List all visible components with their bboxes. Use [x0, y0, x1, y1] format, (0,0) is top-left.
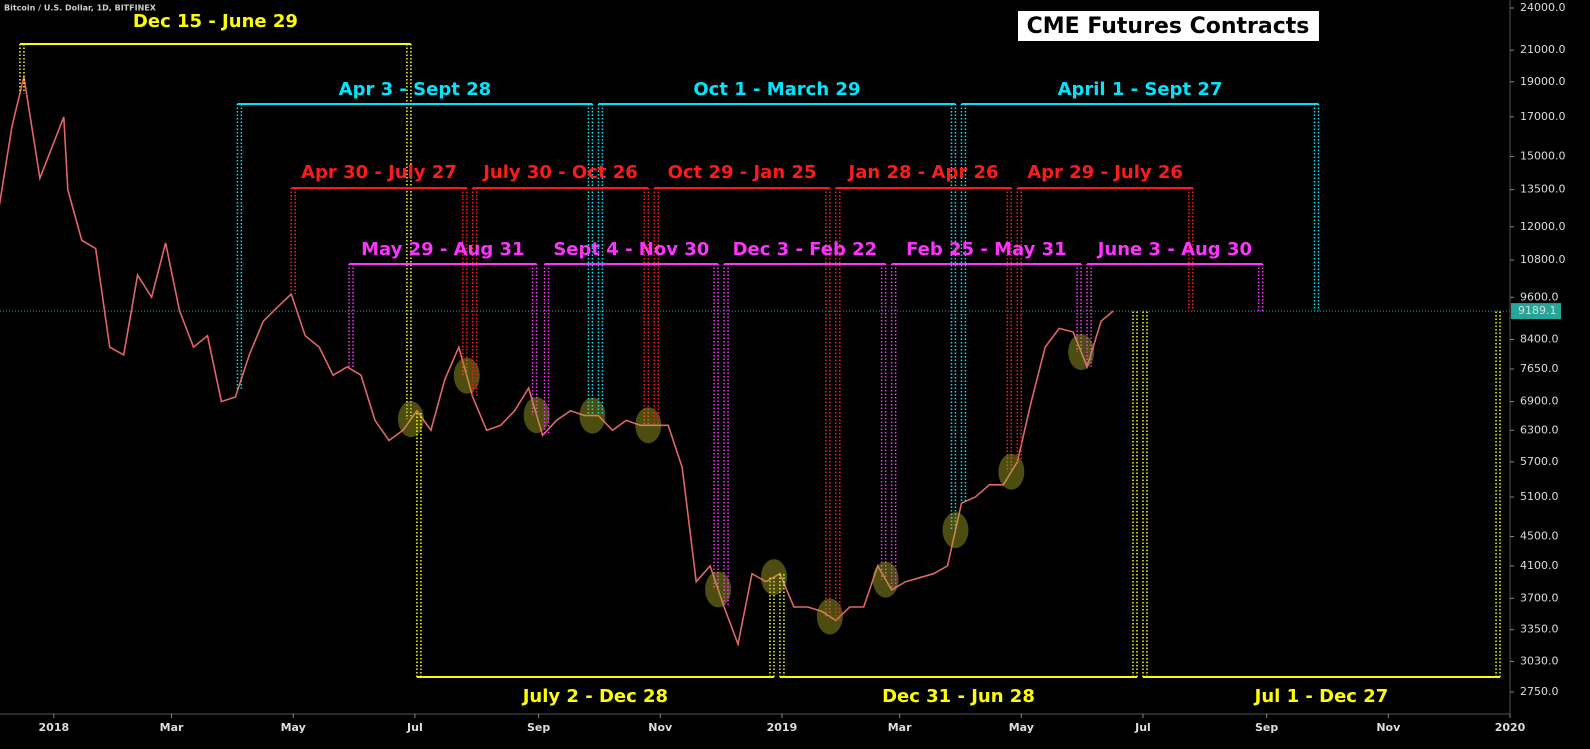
annotation-label: May 29 - Aug 31 [361, 239, 525, 260]
annotation-label: Dec 31 - Jun 28 [882, 686, 1035, 707]
expiry-highlight [816, 598, 843, 635]
x-tick-label: Mar [888, 721, 912, 734]
annotation-label: July 30 - Oct 26 [481, 162, 638, 183]
y-tick-label: 15000.0 [1520, 149, 1566, 162]
x-tick-label: 2019 [767, 721, 798, 734]
annotation-label: Apr 30 - July 27 [301, 162, 457, 183]
annotation-label: April 1 - Sept 27 [1058, 79, 1223, 100]
price-line [0, 76, 1114, 648]
x-tick-label: Jul [1134, 721, 1151, 734]
expiry-highlight [998, 453, 1025, 490]
x-tick-label: Nov [1376, 721, 1401, 734]
y-tick-label: 21000.0 [1520, 43, 1566, 56]
x-tick-label: 2018 [39, 721, 70, 734]
expiry-highlight [1068, 333, 1095, 370]
time-axis-panel [0, 714, 1590, 749]
last-price-label: 9189.1 [1518, 304, 1557, 317]
annotation-label: Jul 1 - Dec 27 [1253, 686, 1389, 707]
annotation-label: Apr 3 - Sept 28 [339, 79, 491, 100]
y-tick-label: 7650.0 [1520, 362, 1559, 375]
x-tick-label: Mar [160, 721, 184, 734]
expiry-highlight [523, 397, 550, 434]
annotation-label: Feb 25 - May 31 [906, 239, 1067, 260]
y-tick-label: 8400.0 [1520, 332, 1559, 345]
symbol-label: Bitcoin / U.S. Dollar, 1D, BITFINEX [4, 4, 157, 13]
annotation-label: Dec 15 - June 29 [133, 11, 298, 32]
y-tick-label: 9600.0 [1520, 290, 1559, 303]
expiry-highlight [579, 397, 606, 434]
chart-title: CME Futures Contracts [1027, 14, 1310, 39]
x-tick-label: 2020 [1495, 721, 1526, 734]
plot-area [0, 76, 1510, 648]
y-tick-label: 3030.0 [1520, 654, 1559, 667]
y-tick-label: 3700.0 [1520, 591, 1559, 604]
x-tick-label: May [281, 721, 306, 734]
last-price-tag [1511, 303, 1561, 320]
annotation-label: Dec 3 - Feb 22 [733, 239, 878, 260]
annotation-label: July 2 - Dec 28 [521, 686, 668, 707]
y-tick-label: 13500.0 [1520, 183, 1566, 196]
annotation-label: Oct 29 - Jan 25 [668, 162, 817, 183]
y-tick-label: 6300.0 [1520, 423, 1559, 436]
y-tick-label: 6900.0 [1520, 395, 1559, 408]
title-box [1018, 11, 1319, 41]
expiry-highlight [397, 401, 424, 438]
y-tick-label: 24000.0 [1520, 1, 1566, 14]
expiry-highlight [942, 512, 969, 549]
x-tick-label: Nov [648, 721, 673, 734]
price-axis-panel [1510, 0, 1590, 749]
expiry-highlight [872, 561, 899, 598]
annotation-label: Oct 1 - March 29 [693, 79, 860, 100]
y-tick-label: 12000.0 [1520, 220, 1566, 233]
y-tick-label: 4500.0 [1520, 530, 1559, 543]
y-tick-label: 17000.0 [1520, 110, 1566, 123]
annotation-label: Apr 29 - July 26 [1027, 162, 1183, 183]
expiry-highlight [705, 571, 732, 608]
y-tick-label: 10800.0 [1520, 253, 1566, 266]
annotation-label: Jan 28 - Apr 26 [847, 162, 999, 183]
expiry-highlight [760, 559, 787, 596]
y-tick-label: 5700.0 [1520, 455, 1559, 468]
x-tick-label: Jul [406, 721, 423, 734]
annotations: Dec 15 - June 29 July 2 - Dec 28 Dec 31 - … [19, 11, 1501, 707]
x-tick-label: Sep [527, 721, 550, 734]
axes: 24000.0 21000.0 19000.0 17000.0 15000.0 13500… [39, 1, 1566, 734]
x-tick-label: May [1009, 721, 1034, 734]
y-tick-label: 2750.0 [1520, 685, 1559, 698]
y-tick-label: 5100.0 [1520, 490, 1559, 503]
annotation-label: June 3 - Aug 30 [1096, 239, 1252, 260]
expiry-highlight [453, 357, 480, 394]
y-tick-label: 4100.0 [1520, 559, 1559, 572]
y-tick-label: 3350.0 [1520, 623, 1559, 636]
annotation-label: Sept 4 - Nov 30 [553, 239, 709, 260]
expiry-highlight [635, 407, 662, 444]
y-tick-label: 19000.0 [1520, 75, 1566, 88]
x-tick-label: Sep [1255, 721, 1278, 734]
